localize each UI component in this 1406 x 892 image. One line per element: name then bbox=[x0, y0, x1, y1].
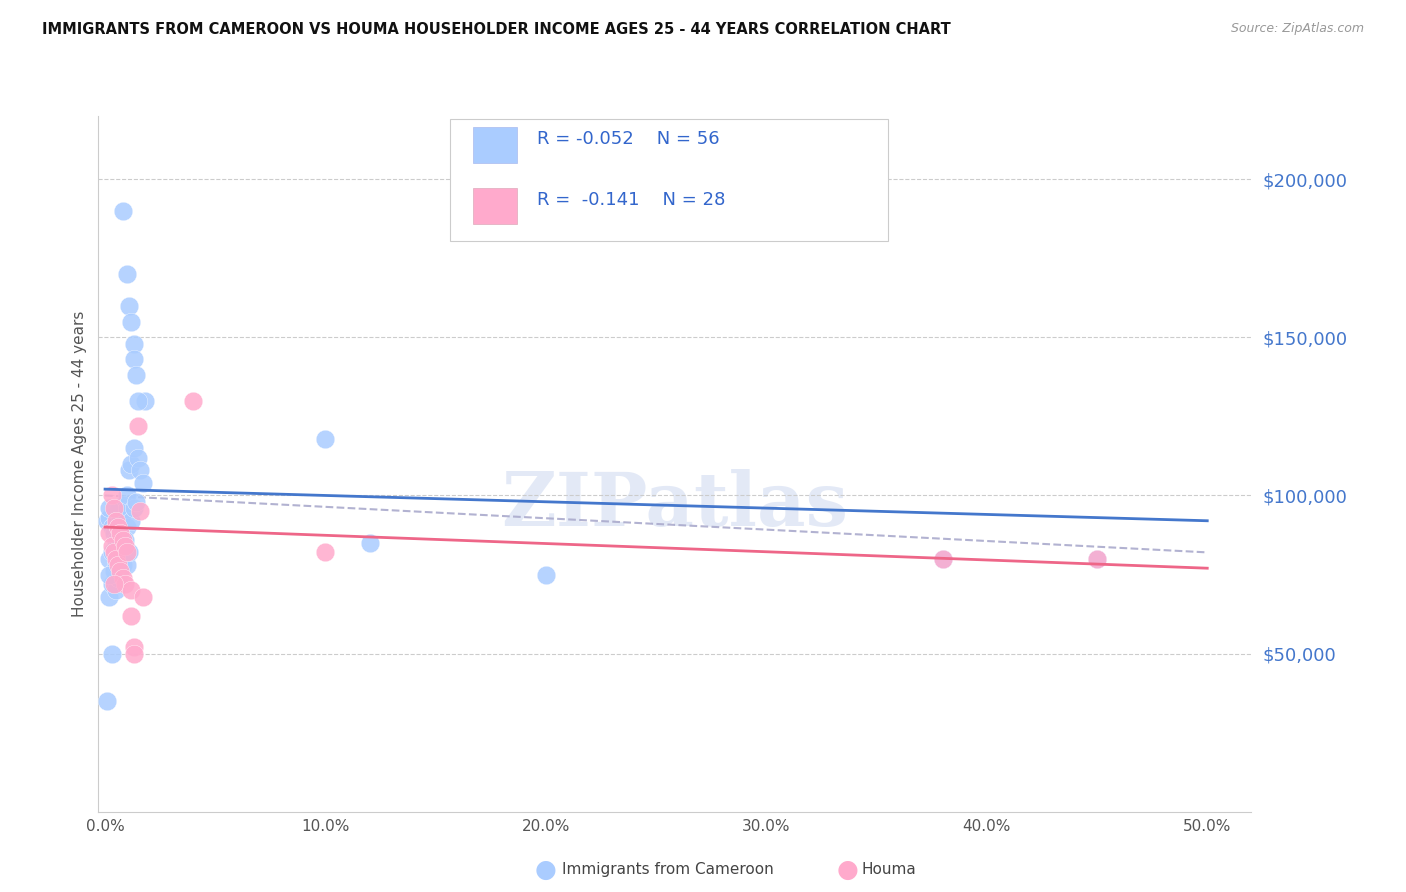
Point bbox=[122, 336, 145, 351]
Text: ●: ● bbox=[837, 858, 859, 881]
Point bbox=[107, 558, 129, 572]
Point bbox=[107, 504, 129, 518]
Point bbox=[931, 551, 953, 566]
Point bbox=[115, 488, 138, 502]
Point bbox=[121, 314, 143, 328]
Point bbox=[100, 488, 122, 502]
Point bbox=[98, 526, 121, 541]
Point bbox=[122, 640, 145, 655]
Text: ●: ● bbox=[534, 858, 557, 881]
Point bbox=[98, 510, 121, 524]
Point bbox=[122, 647, 145, 661]
Point bbox=[114, 539, 136, 553]
Point bbox=[314, 432, 336, 446]
Point bbox=[115, 545, 138, 559]
Point bbox=[98, 501, 121, 516]
Point bbox=[100, 520, 122, 534]
Point bbox=[107, 520, 129, 534]
Point bbox=[134, 393, 156, 408]
Point bbox=[115, 267, 138, 281]
Point bbox=[121, 514, 143, 528]
FancyBboxPatch shape bbox=[472, 188, 517, 224]
Point bbox=[1085, 551, 1108, 566]
Point bbox=[103, 577, 125, 591]
Point bbox=[100, 539, 122, 553]
Point bbox=[114, 539, 136, 553]
Point bbox=[129, 504, 152, 518]
Point bbox=[131, 475, 153, 490]
Text: ZIPatlas: ZIPatlas bbox=[502, 469, 848, 542]
Point bbox=[121, 608, 143, 623]
Point bbox=[118, 299, 141, 313]
FancyBboxPatch shape bbox=[472, 127, 517, 162]
Point bbox=[107, 571, 129, 585]
Text: Source: ZipAtlas.com: Source: ZipAtlas.com bbox=[1230, 22, 1364, 36]
Point bbox=[100, 545, 122, 559]
Point bbox=[127, 450, 149, 465]
Point bbox=[125, 368, 148, 383]
Point bbox=[121, 583, 143, 598]
FancyBboxPatch shape bbox=[450, 120, 889, 241]
Point bbox=[115, 520, 138, 534]
Point bbox=[110, 565, 132, 579]
Point bbox=[111, 533, 134, 547]
Point bbox=[100, 577, 122, 591]
Point bbox=[127, 418, 149, 433]
Point bbox=[1085, 551, 1108, 566]
Point bbox=[111, 533, 134, 547]
Point bbox=[100, 647, 122, 661]
Point bbox=[125, 495, 148, 509]
Point bbox=[127, 393, 149, 408]
Point bbox=[115, 558, 138, 572]
Point bbox=[111, 203, 134, 218]
Point bbox=[103, 501, 125, 516]
Point bbox=[103, 545, 125, 559]
Point bbox=[105, 533, 128, 547]
Point bbox=[121, 457, 143, 471]
Point bbox=[110, 526, 132, 541]
Point bbox=[114, 577, 136, 591]
Point bbox=[114, 504, 136, 518]
Point bbox=[931, 551, 953, 566]
Point bbox=[129, 463, 152, 477]
Point bbox=[105, 583, 128, 598]
Point bbox=[111, 498, 134, 512]
Point bbox=[103, 526, 125, 541]
Point bbox=[111, 571, 134, 585]
Point bbox=[98, 551, 121, 566]
Point bbox=[118, 463, 141, 477]
Point bbox=[98, 567, 121, 582]
Text: R =  -0.141    N = 28: R = -0.141 N = 28 bbox=[537, 191, 725, 209]
Point bbox=[103, 565, 125, 579]
Y-axis label: Householder Income Ages 25 - 44 years: Householder Income Ages 25 - 44 years bbox=[72, 310, 87, 617]
Point bbox=[105, 558, 128, 572]
Point bbox=[111, 558, 134, 572]
Point bbox=[122, 501, 145, 516]
Point bbox=[105, 514, 128, 528]
Point bbox=[131, 590, 153, 604]
Point bbox=[359, 536, 381, 550]
Point bbox=[110, 510, 132, 524]
Point bbox=[110, 565, 132, 579]
Point bbox=[110, 526, 132, 541]
Point bbox=[118, 545, 141, 559]
Text: Houma: Houma bbox=[862, 863, 917, 877]
Point bbox=[181, 393, 204, 408]
Point bbox=[314, 545, 336, 559]
Point bbox=[98, 590, 121, 604]
Point bbox=[114, 533, 136, 547]
Point bbox=[107, 539, 129, 553]
Point bbox=[105, 551, 128, 566]
Point bbox=[122, 441, 145, 455]
Point bbox=[534, 567, 557, 582]
Text: Immigrants from Cameroon: Immigrants from Cameroon bbox=[562, 863, 775, 877]
Point bbox=[110, 545, 132, 559]
Point bbox=[96, 694, 118, 708]
Point bbox=[122, 352, 145, 367]
Text: IMMIGRANTS FROM CAMEROON VS HOUMA HOUSEHOLDER INCOME AGES 25 - 44 YEARS CORRELAT: IMMIGRANTS FROM CAMEROON VS HOUMA HOUSEH… bbox=[42, 22, 950, 37]
Point bbox=[96, 514, 118, 528]
Text: R = -0.052    N = 56: R = -0.052 N = 56 bbox=[537, 130, 718, 148]
